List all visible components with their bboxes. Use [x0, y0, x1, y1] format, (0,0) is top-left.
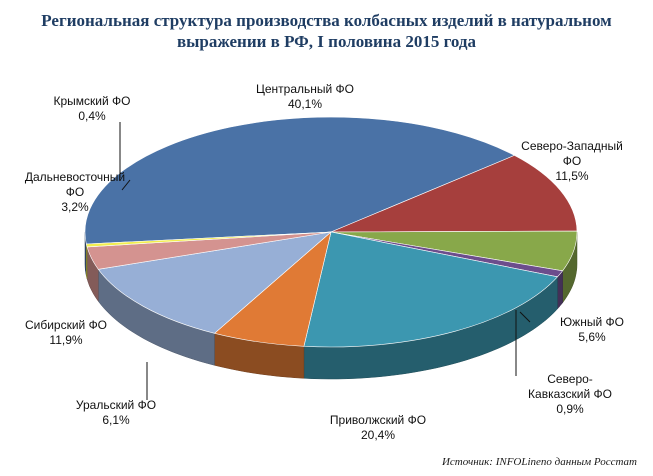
slice-label-fareast-name: Дальневосточный: [24, 170, 126, 184]
slice-top-central: [84, 116, 516, 245]
slice-label-crimea-value: 0,4%: [78, 109, 106, 123]
slice-label-crimea: Крымский ФО 0,4%: [36, 94, 148, 124]
slice-label-volga-value: 20,4%: [360, 428, 396, 442]
slice-label-south-value: 5,6%: [578, 330, 606, 344]
slice-label-volga-name: Приволжский ФО: [329, 413, 427, 427]
slice-top-volga: [303, 231, 559, 348]
slice-top-crimea: [85, 231, 332, 248]
pie-sides: [84, 231, 578, 380]
slice-label-northcaucasus: Северо- Кавказский ФО 0,9%: [510, 372, 630, 417]
slice-label-volga: Приволжский ФО 20,4%: [316, 413, 440, 443]
leader-line-1: [121, 179, 131, 191]
slice-label-fareast-name-2: ФО: [65, 185, 85, 199]
slice-label-south-name: Южный ФО: [560, 315, 624, 329]
slice-label-ural: Уральский ФО 6,1%: [60, 398, 172, 428]
slice-label-ural-name: Уральский ФО: [75, 398, 157, 412]
slice-side-crimea: [86, 243, 88, 279]
leader-line-2: [519, 311, 531, 323]
slice-top-northwest: [330, 155, 578, 233]
slice-label-south: Южный ФО 5,6%: [546, 315, 638, 345]
slice-label-northcaucasus-name-2: Кавказский ФО: [528, 387, 612, 401]
slice-top-siberia: [97, 231, 332, 334]
source-note: Источник: INFOLineпо данным Росстат: [441, 456, 637, 468]
slice-label-siberia-value: 11,9%: [49, 333, 83, 347]
slice-label-central: Центральный ФО 40,1%: [242, 82, 368, 112]
pie-tops: [84, 116, 578, 348]
slice-label-fareast-value: 3,2%: [61, 200, 89, 214]
slice-side-northcaucasus: [557, 270, 563, 310]
chart-title-line-2: выражении в РФ, I половина 2015 года: [176, 32, 477, 51]
slice-label-northcaucasus-name: Северо-: [547, 372, 593, 386]
leader-lines: [119, 122, 531, 400]
slice-label-northwest-name: Северо-Западный: [521, 139, 623, 153]
slice-label-crimea-name: Крымский ФО: [53, 94, 131, 108]
slice-label-siberia: Сибирский ФО 11,9%: [10, 318, 122, 348]
slice-label-ural-value: 6,1%: [102, 413, 130, 427]
chart-title: Региональная структура производства колб…: [0, 10, 653, 52]
slice-label-northwest: Северо-Западный ФО 11,5%: [512, 139, 632, 184]
slice-label-northcaucasus-value: 0,9%: [556, 402, 584, 416]
slice-label-central-name: Центральный ФО: [255, 82, 355, 96]
slice-label-northwest-value: 11,5%: [555, 169, 589, 183]
slice-label-fareast: Дальневосточный ФО 3,2%: [14, 170, 136, 215]
chart-title-line-1: Региональная структура производства колб…: [41, 11, 612, 30]
slice-label-siberia-name: Сибирский ФО: [24, 318, 108, 332]
slice-label-central-value: 40,1%: [287, 97, 323, 111]
slice-label-northwest-name-2: ФО: [562, 154, 582, 168]
